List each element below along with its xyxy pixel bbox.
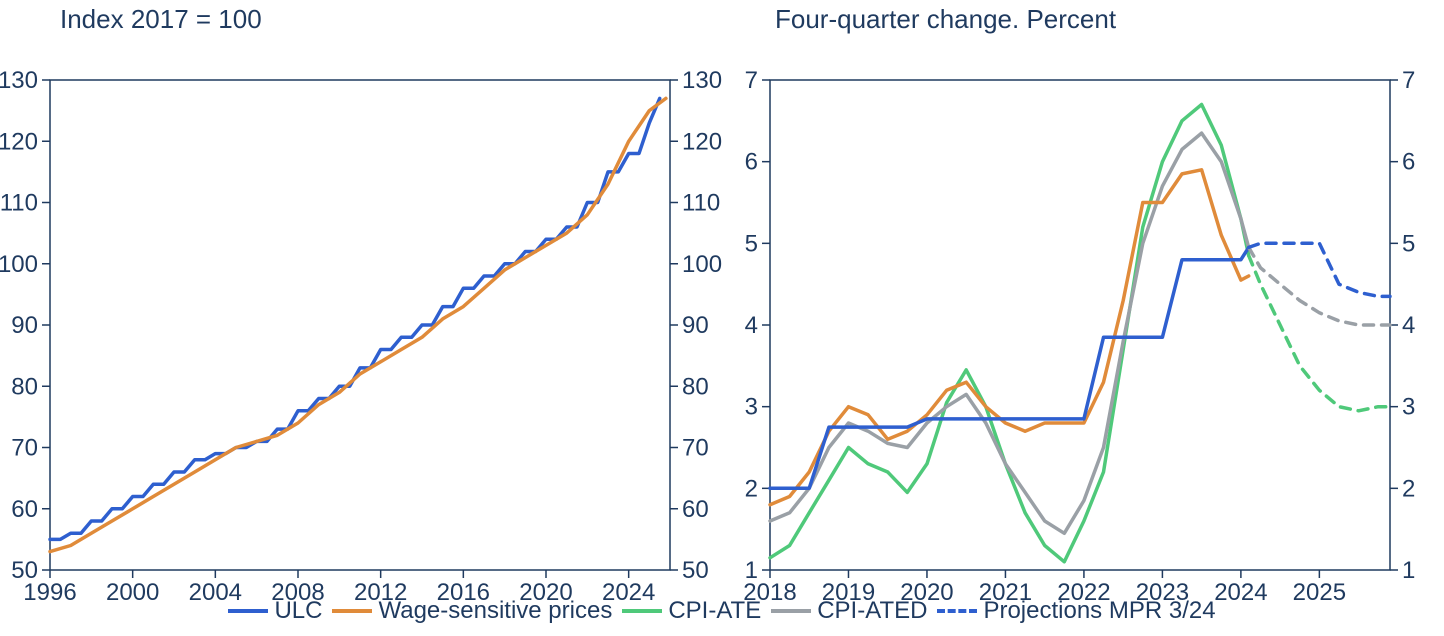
charts-svg: 1996200020042008201220162020202450506060… xyxy=(0,0,1444,631)
svg-text:60: 60 xyxy=(682,496,709,523)
left-chart-title: Index 2017 = 100 xyxy=(60,4,262,35)
svg-text:2: 2 xyxy=(745,475,758,502)
svg-text:90: 90 xyxy=(682,312,709,339)
svg-text:130: 130 xyxy=(682,67,722,94)
svg-text:110: 110 xyxy=(0,190,38,217)
legend-swatch xyxy=(228,609,268,613)
svg-text:5: 5 xyxy=(1402,230,1415,257)
svg-text:60: 60 xyxy=(11,496,38,523)
svg-text:7: 7 xyxy=(1402,67,1415,94)
svg-text:70: 70 xyxy=(682,435,709,462)
svg-text:70: 70 xyxy=(11,435,38,462)
svg-text:3: 3 xyxy=(745,394,758,421)
legend-swatch xyxy=(937,609,977,613)
legend-label: ULC xyxy=(274,597,322,625)
svg-text:130: 130 xyxy=(0,67,38,94)
svg-text:100: 100 xyxy=(0,251,38,278)
legend-label: Projections MPR 3/24 xyxy=(983,597,1215,625)
svg-text:110: 110 xyxy=(682,190,720,217)
legend: ULC Wage-sensitive prices CPI-ATE CPI-ATED P… xyxy=(0,597,1444,625)
svg-text:50: 50 xyxy=(682,557,709,584)
legend-item: CPI-ATED xyxy=(771,597,927,625)
svg-text:80: 80 xyxy=(11,373,38,400)
svg-text:90: 90 xyxy=(11,312,38,339)
chart-panel: Index 2017 = 100 Four-quarter change. Pe… xyxy=(0,0,1444,631)
legend-item: CPI-ATE xyxy=(622,597,761,625)
svg-text:3: 3 xyxy=(1402,394,1415,421)
legend-swatch xyxy=(771,609,811,613)
svg-text:50: 50 xyxy=(11,557,38,584)
svg-text:1: 1 xyxy=(1402,557,1415,584)
legend-item: ULC xyxy=(228,597,322,625)
legend-item: Wage-sensitive prices xyxy=(332,597,612,625)
legend-label: Wage-sensitive prices xyxy=(378,597,612,625)
legend-swatch xyxy=(622,609,662,613)
svg-text:4: 4 xyxy=(1402,312,1415,339)
legend-label: CPI-ATED xyxy=(817,597,927,625)
svg-text:120: 120 xyxy=(0,128,38,155)
svg-text:2: 2 xyxy=(1402,475,1415,502)
legend-label: CPI-ATE xyxy=(668,597,761,625)
svg-text:4: 4 xyxy=(745,312,758,339)
legend-item: Projections MPR 3/24 xyxy=(937,597,1215,625)
svg-text:5: 5 xyxy=(745,230,758,257)
legend-swatch xyxy=(332,609,372,613)
svg-text:6: 6 xyxy=(745,149,758,176)
svg-text:1: 1 xyxy=(745,557,758,584)
svg-text:100: 100 xyxy=(682,251,722,278)
svg-text:6: 6 xyxy=(1402,149,1415,176)
svg-text:120: 120 xyxy=(682,128,722,155)
right-chart-title: Four-quarter change. Percent xyxy=(775,4,1116,35)
svg-text:80: 80 xyxy=(682,373,709,400)
svg-text:7: 7 xyxy=(745,67,758,94)
